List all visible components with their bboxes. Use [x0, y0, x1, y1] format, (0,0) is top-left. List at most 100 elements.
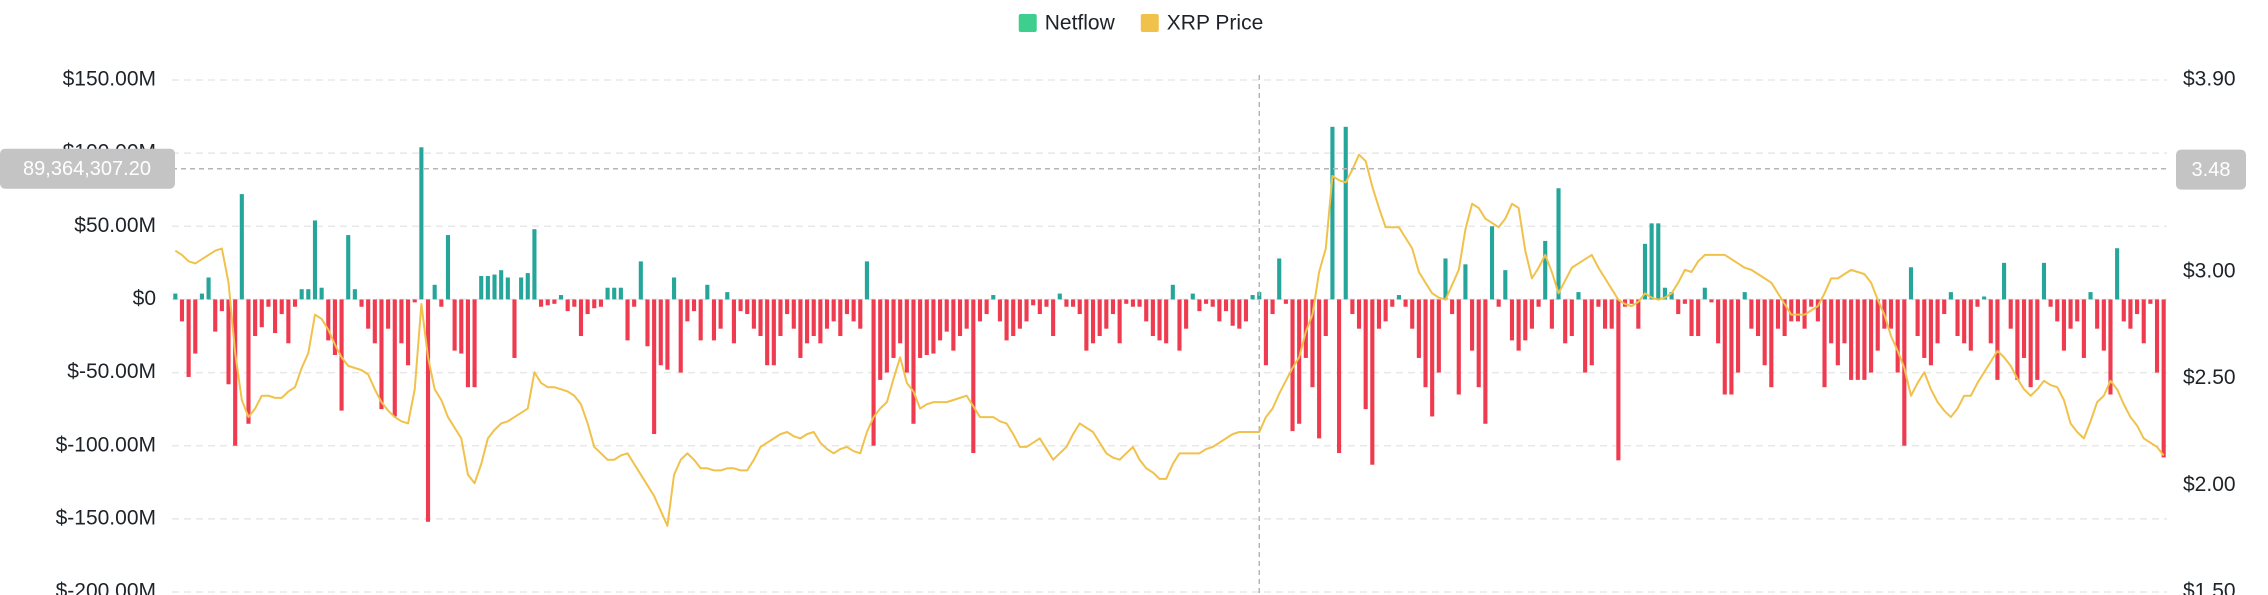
- bar: [1270, 299, 1275, 315]
- bar: [1436, 299, 1441, 373]
- bar: [1110, 299, 1116, 315]
- bar: [2081, 299, 2086, 358]
- bar: [1729, 299, 1734, 395]
- bar: [2121, 299, 2126, 322]
- bar: [1071, 299, 1076, 307]
- bar: [911, 299, 916, 424]
- bar: [838, 299, 843, 336]
- bar: [439, 299, 444, 307]
- bar: [632, 299, 637, 307]
- bar: [1356, 299, 1362, 329]
- bar: [1051, 299, 1056, 336]
- legend-item[interactable]: XRP Price: [1140, 12, 1263, 35]
- bar: [1403, 299, 1408, 307]
- legend-label: XRP Price: [1167, 12, 1263, 35]
- bar: [239, 194, 244, 300]
- bar: [1230, 299, 1235, 326]
- bar: [1177, 299, 1182, 351]
- bar: [492, 274, 497, 300]
- bar: [1144, 299, 1149, 322]
- bar: [246, 299, 251, 424]
- bar: [339, 299, 344, 411]
- y-tick-label: $-50.00M: [67, 360, 156, 383]
- bar: [1363, 299, 1368, 410]
- bar: [2048, 299, 2053, 307]
- bar: [1809, 299, 1814, 307]
- y2-tick-label: $2.50: [2183, 366, 2236, 389]
- bar: [1855, 299, 1860, 380]
- bar: [505, 277, 510, 300]
- bar: [1789, 299, 1794, 322]
- bar: [332, 299, 337, 356]
- bar: [1875, 299, 1880, 351]
- bar: [1829, 299, 1834, 344]
- bar: [824, 299, 830, 329]
- bar: [206, 277, 211, 300]
- bar: [1011, 299, 1016, 336]
- bar: [938, 299, 943, 341]
- bar: [778, 299, 783, 336]
- bar: [219, 299, 224, 312]
- bar: [465, 299, 470, 388]
- bar: [738, 299, 743, 312]
- bar: [179, 299, 185, 322]
- bar: [459, 299, 464, 354]
- bar: [1410, 299, 1415, 329]
- bar: [2041, 262, 2047, 300]
- bar: [1204, 299, 1209, 304]
- bar: [1656, 223, 1661, 300]
- bar: [1922, 299, 1927, 358]
- bar: [1636, 299, 1641, 329]
- bar: [572, 299, 577, 307]
- bar: [811, 299, 816, 336]
- bar: [2154, 299, 2160, 373]
- bar: [1237, 299, 1242, 329]
- bar: [904, 299, 909, 373]
- bar: [1762, 299, 1767, 366]
- y2-tick-label: $3.90: [2183, 68, 2236, 91]
- y-tick-label: $-200.00M: [56, 580, 156, 595]
- bar: [1170, 284, 1175, 300]
- bar: [2055, 299, 2060, 322]
- bar: [1483, 299, 1488, 424]
- bar: [326, 299, 331, 341]
- bar: [1549, 299, 1554, 329]
- bar: [765, 299, 770, 366]
- bar: [1496, 299, 1501, 307]
- bar: [1044, 299, 1049, 307]
- bar: [539, 299, 544, 307]
- bar: [831, 299, 836, 322]
- y2-tick-label: $2.00: [2183, 473, 2236, 496]
- bar: [519, 277, 524, 300]
- bar: [346, 235, 351, 300]
- bar: [558, 295, 564, 300]
- bar: [598, 299, 603, 307]
- bar: [1616, 299, 1621, 461]
- bar: [1869, 299, 1874, 373]
- bar: [1942, 299, 1947, 315]
- bar: [725, 292, 730, 300]
- bar: [691, 299, 697, 312]
- bar: [605, 287, 610, 300]
- bar: [638, 261, 643, 300]
- bar: [1988, 299, 1993, 344]
- bar: [798, 299, 803, 358]
- bar: [472, 299, 477, 388]
- y2-tick-label: $1.50: [2183, 580, 2236, 595]
- bar: [1888, 299, 1894, 329]
- bar: [1150, 299, 1155, 336]
- bar: [479, 276, 484, 300]
- bar: [452, 299, 457, 351]
- bar: [1596, 299, 1601, 307]
- bar: [565, 299, 570, 312]
- bar: [1822, 299, 1827, 388]
- bar: [1197, 299, 1202, 312]
- bar: [213, 299, 218, 332]
- bar: [1416, 299, 1421, 358]
- y-tick-label: $0: [133, 287, 156, 310]
- bar: [711, 299, 717, 341]
- bar: [2148, 299, 2153, 304]
- bar: [1676, 299, 1681, 315]
- bar: [1017, 299, 1022, 329]
- legend-item[interactable]: Netflow: [1018, 12, 1116, 35]
